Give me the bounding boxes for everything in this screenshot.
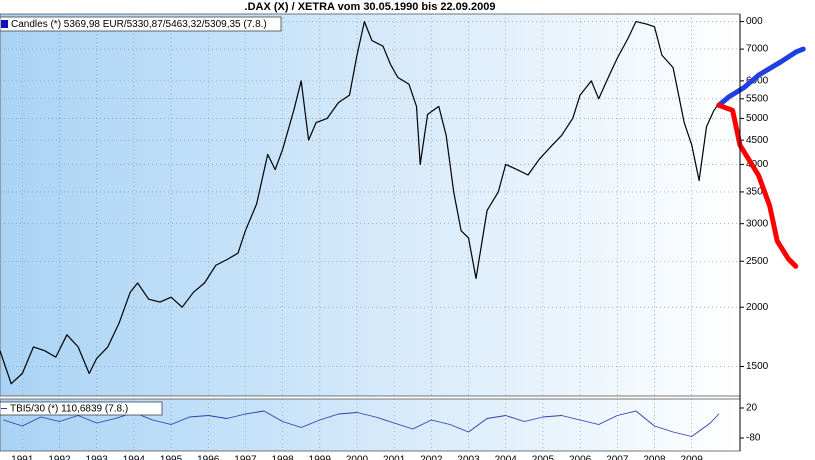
x-tick-label: 2000 [346, 455, 369, 460]
price-line [0, 21, 720, 385]
x-tick-label: 2008 [643, 455, 666, 460]
y-tick-label: 3000 [746, 218, 769, 229]
y-tick-label: 2500 [746, 256, 769, 267]
projection-line [716, 102, 799, 269]
x-tick-label: 2009 [681, 455, 704, 460]
y-tick-label: 4500 [746, 135, 769, 146]
x-tick-label: 1993 [86, 455, 109, 460]
x-tick-label: 1995 [160, 455, 183, 460]
x-tick-label: 2007 [606, 455, 629, 460]
x-tick-label: 2006 [569, 455, 592, 460]
y-tick-label: 1500 [746, 361, 769, 372]
y-tick-label: 350 [746, 187, 763, 198]
y-tick-label: 6000 [746, 76, 769, 87]
x-tick-label: 1997 [234, 455, 257, 460]
x-tick-label: 2004 [495, 455, 518, 460]
legend-label: TBI5/30 (*) 110,6839 (7.8.) [10, 404, 128, 415]
x-tick-label: 1992 [48, 455, 71, 460]
y-tick-label: 7000 [746, 44, 769, 55]
y-tick-label: 2000 [746, 302, 769, 313]
y-tick-label: 5000 [746, 113, 769, 124]
y-tick-label: 20 [746, 403, 758, 414]
y-tick-label: -80 [746, 433, 761, 444]
x-tick-label: 1999 [309, 455, 332, 460]
legend [0, 401, 163, 416]
legend [0, 16, 282, 32]
y-tick-label: 5500 [746, 93, 769, 104]
y-tick-label: 000 [746, 16, 763, 27]
price-line [3, 410, 720, 437]
main-plot [0, 13, 741, 397]
y-tick-label: 4000 [746, 159, 769, 170]
x-tick-label: 1991 [11, 455, 34, 460]
legend-swatch [1, 20, 8, 28]
x-tick-label: 2001 [383, 455, 406, 460]
chart-title: .DAX (X) / XETRA vom 30.05.1990 bis 22.0… [245, 1, 496, 13]
x-tick-label: 1994 [123, 455, 146, 460]
x-tick-label: 2002 [420, 455, 443, 460]
x-tick-label: 1996 [197, 455, 220, 460]
x-tick-label: 1998 [271, 455, 294, 460]
x-tick-label: 2005 [532, 455, 555, 460]
x-tick-label: 2003 [457, 455, 480, 460]
projection-line [716, 46, 806, 108]
legend-label: Candles (*) 5369,98 EUR/5330,87/5463,32/… [11, 19, 267, 30]
